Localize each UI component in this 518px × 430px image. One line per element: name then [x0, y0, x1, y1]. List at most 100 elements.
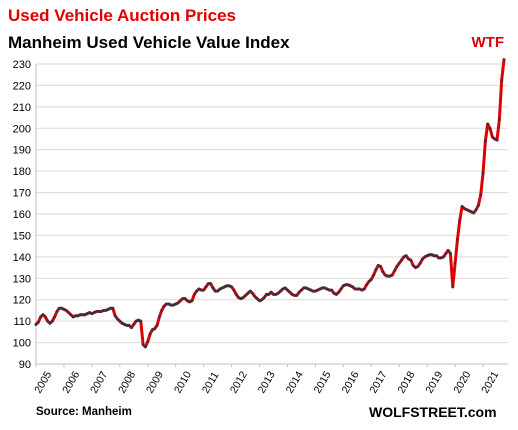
x-axis-tick-labels: 2005 2006 2007 2008 2009 2010 2011 2012 2013 2014…: [32, 364, 501, 396]
data-point: [330, 288, 334, 292]
data-point: [241, 296, 245, 299]
data-point: [279, 289, 282, 293]
data-point: [255, 297, 259, 301]
data-point: [404, 254, 408, 258]
data-point: [195, 289, 199, 293]
data-point: [283, 286, 287, 290]
data-point: [327, 288, 331, 292]
data-point: [355, 287, 359, 291]
x-tick-label: 2012: [228, 369, 250, 395]
data-point: [474, 208, 478, 212]
data-point: [307, 287, 310, 291]
data-point: [421, 257, 424, 261]
data-point: [220, 286, 224, 290]
data-point: [90, 312, 94, 316]
data-point: [500, 78, 504, 82]
data-point: [181, 297, 185, 301]
data-point: [78, 313, 82, 317]
data-point: [430, 253, 434, 257]
data-point: [188, 300, 192, 304]
series-line: [34, 58, 506, 349]
data-point: [202, 288, 206, 292]
x-tick-label: 2006: [60, 369, 82, 395]
data-point: [341, 284, 345, 288]
x-tick-label: 2009: [144, 369, 166, 395]
x-tick-label: 2014: [284, 369, 306, 395]
data-point: [171, 303, 175, 307]
data-point: [155, 324, 159, 327]
y-tick-label: 160: [13, 209, 31, 221]
data-point: [211, 286, 215, 290]
data-point: [34, 322, 38, 326]
data-point: [113, 314, 117, 318]
data-point: [293, 294, 296, 297]
data-point: [99, 310, 103, 313]
data-point: [323, 286, 327, 290]
data-point: [295, 294, 299, 297]
data-point: [395, 265, 399, 268]
data-point: [348, 284, 352, 288]
data-point: [57, 306, 61, 310]
x-tick-label: 2021: [479, 369, 501, 395]
chart-title: Used Vehicle Auction Prices: [8, 6, 237, 25]
data-point: [490, 135, 494, 139]
x-tick-label: 2017: [367, 369, 389, 395]
data-point: [223, 285, 227, 289]
y-tick-label: 100: [13, 338, 31, 350]
data-point: [127, 324, 131, 327]
data-point: [46, 319, 50, 323]
data-point: [362, 287, 366, 291]
source-note: Source: Manheim: [36, 406, 132, 418]
data-point: [495, 138, 499, 142]
data-point: [425, 254, 429, 258]
data-point: [48, 321, 52, 325]
data-point: [460, 205, 464, 208]
data-point: [258, 299, 261, 303]
data-point: [407, 257, 410, 261]
data-point: [50, 319, 54, 323]
data-point: [456, 238, 459, 242]
data-point: [439, 256, 443, 260]
data-point: [248, 289, 252, 293]
data-point: [60, 306, 64, 310]
data-point: [62, 307, 66, 311]
data-point: [483, 139, 487, 143]
data-point: [309, 288, 313, 292]
data-point: [497, 118, 501, 122]
data-point: [344, 283, 348, 287]
data-point: [274, 292, 278, 296]
data-point: [472, 211, 476, 215]
data-point: [174, 302, 178, 306]
data-point: [418, 261, 422, 265]
data-point: [251, 291, 254, 295]
data-point: [493, 137, 497, 141]
data-point: [39, 315, 43, 319]
data-point: [393, 269, 396, 273]
data-point: [237, 296, 240, 299]
data-point: [276, 291, 280, 295]
data-point: [197, 287, 201, 291]
data-point: [209, 282, 213, 286]
data-point: [325, 287, 329, 291]
data-point: [360, 288, 364, 292]
data-point: [416, 265, 420, 268]
data-point: [390, 273, 394, 277]
x-tick-label: 2016: [340, 369, 362, 395]
x-tick-label: 2018: [395, 369, 417, 395]
data-point: [144, 345, 147, 349]
data-point: [467, 209, 471, 213]
data-point: [83, 313, 87, 317]
data-point: [139, 319, 143, 323]
data-point: [388, 274, 392, 278]
data-point: [43, 315, 47, 319]
data-point: [134, 319, 138, 323]
data-point: [465, 208, 469, 212]
data-point: [151, 328, 154, 332]
data-point: [339, 287, 343, 291]
data-point: [409, 258, 413, 262]
data-point: [346, 283, 350, 287]
x-tick-label: 2013: [256, 369, 278, 395]
data-point: [269, 290, 273, 294]
data-point: [314, 289, 317, 293]
